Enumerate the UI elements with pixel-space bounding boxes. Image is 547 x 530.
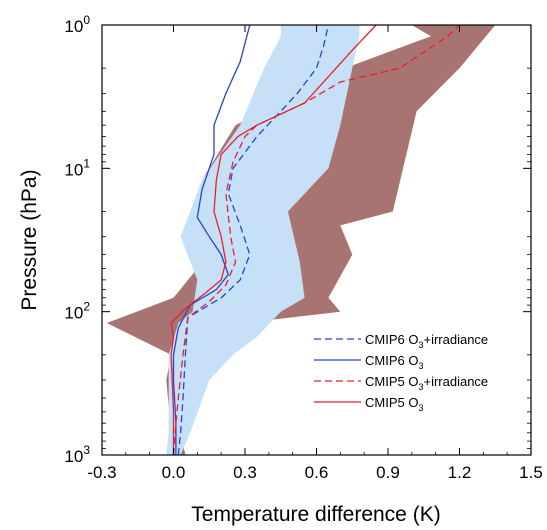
x-axis-ticks: -0.3 0.0 0.3 0.6 0.9 1.2 1.5 [87, 25, 543, 482]
series-lines [170, 24, 460, 456]
x-tick-label: 0.3 [233, 463, 257, 482]
x-axis-label: Temperature difference (K) [191, 503, 440, 526]
series-line-2 [172, 24, 251, 455]
series-line-3 [172, 24, 460, 456]
y-tick-label: 100 [64, 13, 90, 36]
x-tick-label: -0.3 [87, 463, 116, 482]
x-tick-label: 0.6 [305, 463, 329, 482]
shaded-range-1 [106, 25, 496, 455]
y-tick-label: 103 [64, 443, 90, 466]
legend-entry: CMIP5 O3 [365, 395, 423, 413]
legend-entry: CMIP5 O3+irradiance [365, 374, 488, 392]
shaded-range-2 [166, 25, 360, 455]
series-line-4 [170, 24, 377, 455]
x-tick-label: 1.5 [519, 463, 543, 482]
y-axis-ticks: 100 101 102 103 [64, 13, 531, 466]
x-tick-label: 1.2 [448, 463, 472, 482]
x-tick-label: 0.9 [376, 463, 400, 482]
y-tick-label: 101 [64, 156, 90, 179]
legend-entry: CMIP6 O3 [365, 353, 423, 371]
y-axis-label: Pressure (hPa) [18, 169, 41, 310]
legend-entry: CMIP6 O3+irradiance [365, 332, 488, 350]
shaded-ranges [106, 25, 496, 455]
x-tick-label: 0.0 [162, 463, 186, 482]
legend: CMIP6 O3+irradiance CMIP6 O3 CMIP5 O3+irra… [314, 332, 488, 413]
y-tick-label: 102 [64, 300, 90, 323]
series-line-1 [177, 24, 330, 456]
